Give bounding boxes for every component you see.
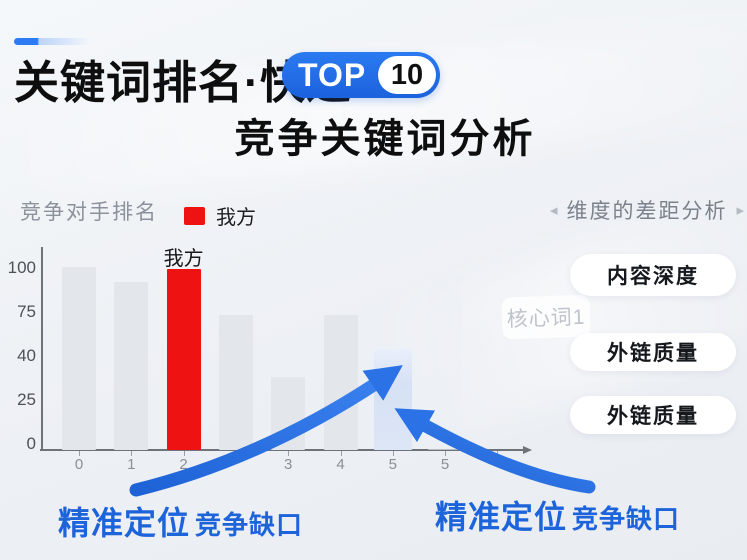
badge-number: 10 <box>390 58 424 91</box>
callout-strong: 精准定位 <box>58 505 191 541</box>
dimension-pill-backlink-quality[interactable]: 外链质量 <box>570 333 736 371</box>
y-tick-label: 100 <box>7 258 36 277</box>
chart-bar-3 <box>218 315 253 450</box>
y-axis-line <box>41 247 43 451</box>
legend-label: 我方 <box>216 207 256 229</box>
chart-bar-2 <box>166 269 201 450</box>
panel-header-label: 维度的差距分析 <box>566 200 728 223</box>
page-subtitle: 竞争关键词分析 <box>234 117 536 161</box>
dimension-pill-backlink-quality-2[interactable]: 外链质量 <box>570 396 736 434</box>
legend-swatch-red <box>184 206 205 225</box>
chevron-right-icon[interactable]: ▸ <box>736 202 745 219</box>
callout-right: 精准定位 竞争缺口 <box>435 492 680 538</box>
y-tick-label: 0 <box>26 434 36 453</box>
chart-bar-6 <box>373 349 412 450</box>
x-tick-label: 5 <box>388 456 397 473</box>
x-tick <box>79 451 80 456</box>
x-tick-label: 1 <box>127 456 136 473</box>
x-tick <box>497 451 499 456</box>
plot-area: 0 1 2 3 4 5 5 100 75 40 25 0 我方 <box>8 248 532 473</box>
x-tick-label: 3 <box>284 456 293 473</box>
chart-bar-5 <box>323 315 358 450</box>
chart-title: 竞争对手排名 <box>20 201 158 224</box>
x-tick-label: 0 <box>74 456 84 473</box>
dimension-pill-content-depth[interactable]: 内容深度 <box>570 254 736 296</box>
watermark-chip: 核心词1 <box>501 294 591 340</box>
chart-bar-0 <box>62 267 96 450</box>
pill-label: 外链质量 <box>607 342 699 365</box>
panel-header: ◂ 维度的差距分析 ▸ <box>548 195 746 225</box>
chart-bar-4 <box>271 377 306 450</box>
watermark-label: 核心词1 <box>506 305 586 332</box>
x-tick-label: 5 <box>440 456 450 473</box>
x-tick-label: 4 <box>336 456 345 473</box>
badge-number-pill: 10 <box>378 56 436 94</box>
badge-top-label: TOP <box>298 56 367 93</box>
callout-rest: 竞争缺口 <box>572 504 681 534</box>
progress-deco-bar <box>14 38 90 45</box>
chart-bar-7 <box>428 276 463 450</box>
pill-label: 内容深度 <box>607 265 699 288</box>
chevron-left-icon[interactable]: ◂ <box>549 202 558 219</box>
y-tick-label: 75 <box>17 302 36 321</box>
y-tick-label: 25 <box>17 390 36 409</box>
x-tick-label: 2 <box>179 456 188 473</box>
chart-bar-1 <box>114 282 149 450</box>
callout-strong: 精准定位 <box>435 499 568 535</box>
our-bar-label: 我方 <box>163 247 204 270</box>
chart-legend: 我方 <box>184 201 256 230</box>
y-tick-label: 40 <box>17 346 36 365</box>
top10-badge: TOP 10 <box>282 52 440 98</box>
callout-rest: 竞争缺口 <box>195 510 304 540</box>
callout-left: 精准定位 竞争缺口 <box>58 498 303 544</box>
x-tick <box>235 451 237 456</box>
pill-label: 外链质量 <box>607 405 699 428</box>
